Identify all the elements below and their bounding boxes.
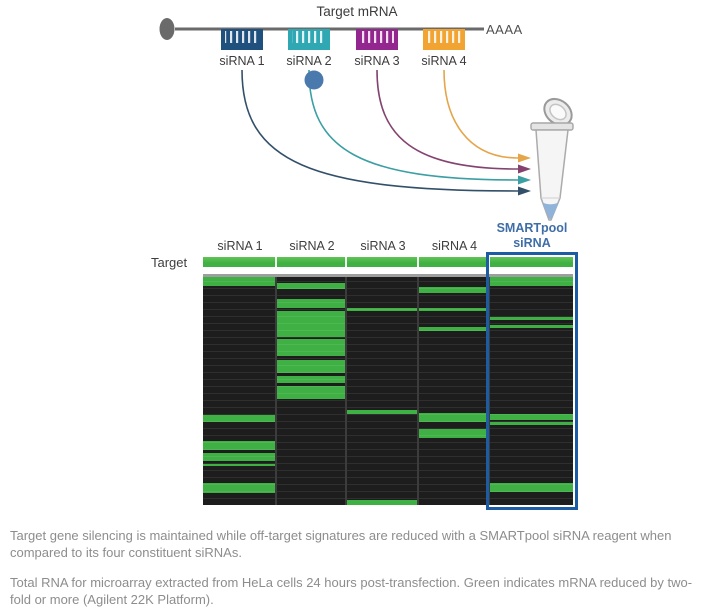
heatmap-green-stripe	[277, 283, 345, 289]
heatmap-green-stripe	[277, 386, 345, 399]
heatmap-green-stripe	[347, 410, 417, 414]
figure-caption-2: Total RNA for microarray extracted from …	[10, 575, 693, 608]
heatmap-top-gray-row	[203, 274, 573, 277]
heatmap-green-stripe	[490, 483, 573, 493]
pool-header-line2: siRNA	[513, 236, 551, 251]
target-row-separator	[275, 257, 277, 267]
sirna-2-strands-icon	[292, 31, 326, 43]
heatmap-header-sirna-3: siRNA 3	[360, 239, 406, 253]
target-row-separator	[488, 257, 490, 267]
sirna-4-arrowhead-icon	[518, 153, 531, 163]
sirna-4-curve	[443, 69, 519, 159]
heatmap-green-stripe	[419, 286, 488, 293]
target-row-separator	[417, 257, 419, 267]
sirna-4-label: siRNA 4	[421, 54, 466, 68]
sirna-1-duplex: siRNA 1	[219, 29, 265, 68]
heatmap-green-stripe	[347, 500, 417, 505]
heatmap-green-stripe	[490, 413, 573, 420]
heatmap-green-stripe	[490, 422, 573, 426]
heatmap-column-sirna-3	[347, 274, 419, 505]
heatmap-green-stripe	[203, 441, 275, 450]
diagram-title: Target mRNA	[316, 4, 397, 19]
heatmap-green-stripe	[203, 464, 275, 467]
figure-caption-1: Target gene silencing is maintained whil…	[10, 528, 672, 561]
heatmap-green-stripe	[203, 453, 275, 462]
heatmap-column-sirna-4	[419, 274, 490, 505]
heatmap-green-stripe	[490, 316, 573, 320]
heatmap-green-stripe	[277, 359, 345, 373]
sirna-3-curve	[376, 69, 519, 170]
sirna-1-arrowhead-icon	[518, 186, 531, 196]
tube-liquid-icon	[542, 202, 559, 219]
heatmap-green-stripe	[203, 414, 275, 422]
heatmap-green-stripe	[277, 338, 345, 356]
microcentrifuge-tube-icon	[530, 97, 574, 221]
sirna-1-strands-icon	[225, 31, 259, 43]
heatmap-green-stripe	[203, 483, 275, 493]
mrna-cap-icon	[159, 18, 175, 40]
sirna-2-label: siRNA 2	[286, 54, 331, 68]
heatmap-header-sirna-4: siRNA 4	[431, 239, 478, 253]
mrna-pooling-diagram: Target mRNA AAAA siRNA 1 siRNA 2 siRNA 3	[159, 4, 574, 221]
sirna-3-strands-icon	[360, 31, 394, 43]
heatmap-column-sirna-1	[203, 274, 277, 505]
heatmap-green-stripe	[347, 307, 417, 311]
heatmap-green-stripe	[277, 310, 345, 338]
sirna-1-curve	[241, 69, 519, 192]
heatmap-header-sirna-1: siRNA 1	[217, 239, 263, 253]
heatmap-green-stripe	[490, 277, 573, 286]
heatmap-grid	[203, 274, 573, 505]
heatmap-green-stripe	[419, 429, 488, 438]
sirna-2-duplex: siRNA 2	[286, 29, 332, 68]
sirna-2-curve	[308, 69, 519, 181]
heatmap-green-stripe	[419, 413, 488, 423]
heatmap-column-smartpool	[490, 274, 573, 505]
sirna-4-strands-icon	[427, 31, 461, 43]
heatmap-green-stripe	[277, 376, 345, 384]
target-row-separator	[345, 257, 347, 267]
sirna-4-duplex: siRNA 4	[421, 29, 467, 68]
sirna-3-arrowhead-icon	[518, 164, 531, 174]
sirna-duplex-dot-icon	[304, 70, 324, 90]
heatmap-green-stripe	[490, 325, 573, 329]
pool-column-header: SMARTpool siRNA	[486, 221, 578, 252]
sirna-1-label: siRNA 1	[219, 54, 264, 68]
poly-a-tail-label: AAAA	[486, 22, 523, 37]
heatmap-header-sirna-2: siRNA 2	[289, 239, 335, 253]
heatmap-green-stripe	[203, 277, 275, 286]
sirna-3-duplex: siRNA 3	[354, 29, 400, 68]
heatmap-column-sirna-2	[277, 274, 347, 505]
sirna-3-label: siRNA 3	[354, 54, 399, 68]
pool-header-line1: SMARTpool	[496, 221, 568, 235]
heatmap-green-stripe	[277, 298, 345, 308]
target-row-label: Target	[151, 255, 188, 270]
sirna-2-arrowhead-icon	[518, 175, 531, 185]
heatmap-green-stripe	[419, 326, 488, 331]
heatmap-target-row	[203, 257, 573, 267]
heatmap-green-stripe	[419, 307, 488, 311]
microarray-heatmap	[203, 257, 573, 505]
